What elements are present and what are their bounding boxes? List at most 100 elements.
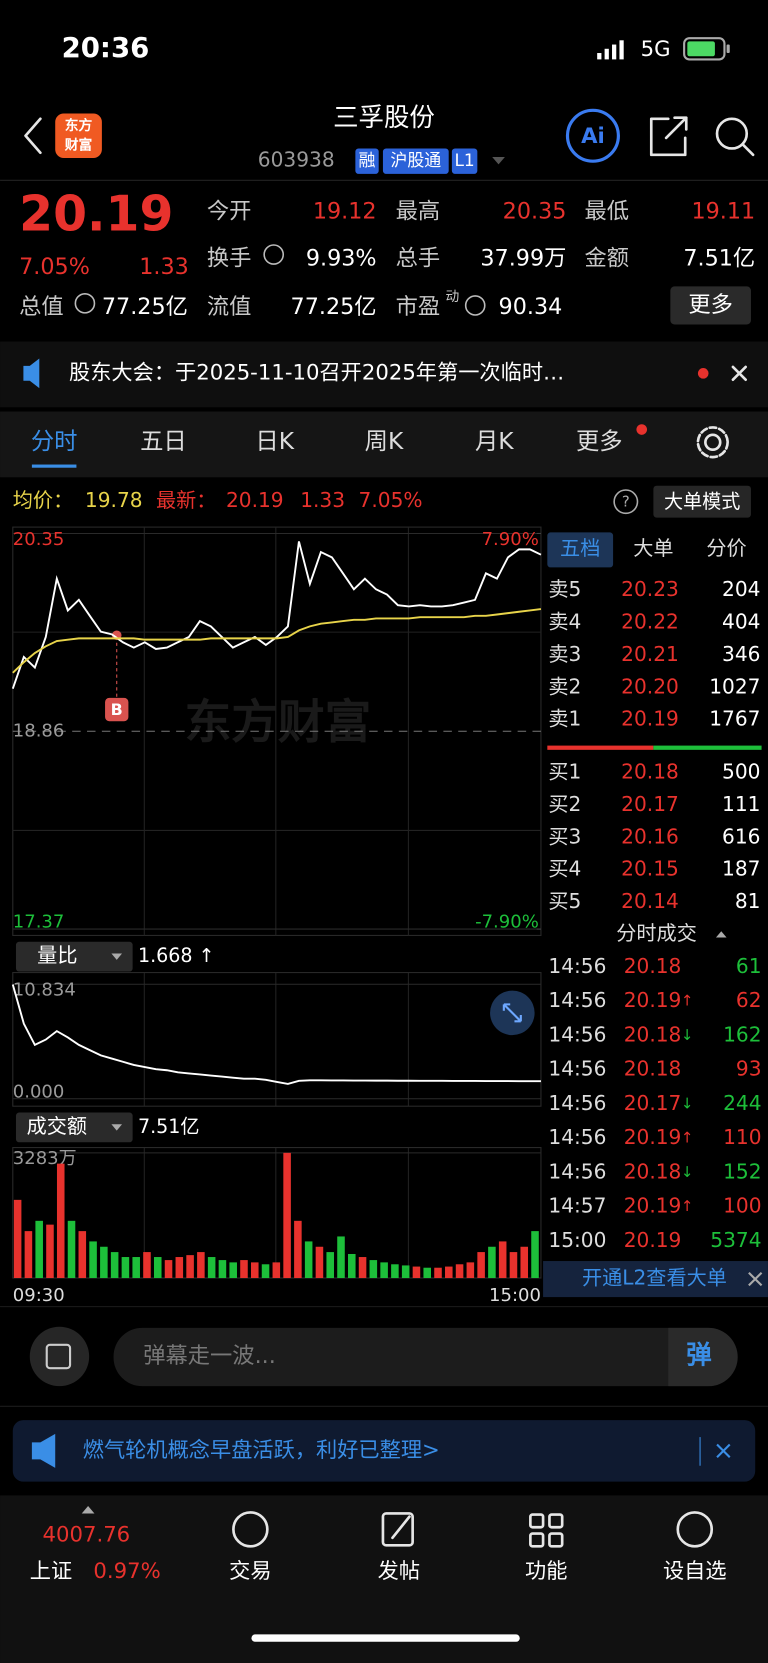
tab[interactable]: 月K <box>475 427 514 455</box>
y-tick-label: 18.86 <box>13 720 65 741</box>
book-tab[interactable]: 大单 <box>633 536 673 560</box>
volume-bar <box>132 1257 140 1279</box>
share-button[interactable] <box>649 116 688 157</box>
help-icon[interactable]: ? <box>613 489 639 515</box>
watermark: 东方财富 <box>185 696 372 750</box>
collapse-arrow <box>715 931 727 938</box>
home-indicator <box>251 1634 520 1642</box>
field-value: 19.11 <box>691 199 755 225</box>
l2-bar[interactable] <box>543 1261 768 1298</box>
trade-qty: 100 <box>723 1194 761 1218</box>
comment-button[interactable]: 弹 <box>686 1340 711 1370</box>
dropdown-arrow <box>111 953 123 960</box>
l2-link[interactable]: 开通L2查看大单 <box>582 1266 727 1290</box>
more-button[interactable]: 更多 <box>688 292 733 318</box>
mode-button[interactable]: 大单模式 <box>664 490 740 513</box>
trade-time: 14:57 <box>548 1194 606 1218</box>
expand-button[interactable] <box>490 990 535 1036</box>
book-qty: 1027 <box>709 674 760 698</box>
field-label: 市盈 <box>396 294 441 320</box>
status-time: 20:36 <box>62 31 150 64</box>
book-tab[interactable]: 分价 <box>706 536 746 560</box>
x-tick-label: 15:00 <box>489 1285 541 1306</box>
book-label: 买1 <box>548 760 581 784</box>
volume-bar <box>261 1264 270 1279</box>
index-name[interactable]: 上证 <box>30 1559 72 1584</box>
volume-bar <box>153 1257 162 1279</box>
volume-bar <box>358 1257 367 1279</box>
tab[interactable]: 周K <box>365 427 404 455</box>
change-pct: 7.05% <box>19 254 90 280</box>
tab[interactable]: 日K <box>255 427 294 455</box>
index-pct[interactable]: 0.97% <box>93 1559 160 1584</box>
tab[interactable]: 五日 <box>140 427 187 455</box>
tab[interactable]: 分时 <box>31 427 78 455</box>
book-price: 20.23 <box>621 577 679 601</box>
comment-button-bg[interactable] <box>668 1327 738 1387</box>
volume-bar <box>369 1260 378 1279</box>
close-l2[interactable] <box>748 1271 763 1287</box>
close-banner[interactable] <box>716 1443 731 1458</box>
volume-bar <box>89 1241 97 1279</box>
bid-bar <box>653 745 762 750</box>
book-label: 卖1 <box>548 707 581 731</box>
field-label: 流值 <box>207 294 252 320</box>
trade-time: 14:56 <box>548 954 606 978</box>
nav-item[interactable]: 交易 <box>229 1559 271 1584</box>
y2-tick-label: 7.90% <box>482 529 539 550</box>
volume-bar <box>121 1257 130 1279</box>
trade-time: 14:56 <box>548 1022 606 1046</box>
trade-time: 14:56 <box>548 1091 606 1115</box>
volume-bar <box>283 1152 291 1279</box>
back-button[interactable] <box>24 117 42 155</box>
comment-input[interactable] <box>113 1327 738 1387</box>
nav-item[interactable]: 功能 <box>525 1559 567 1584</box>
banner-text[interactable]: 燃气轮机概念早盘活跃，利好已整理> <box>83 1438 440 1463</box>
volume-bar <box>240 1260 248 1279</box>
volume-selector[interactable] <box>15 1112 133 1143</box>
nav-item[interactable]: 发帖 <box>378 1559 420 1584</box>
pe-mark: 动 <box>446 289 460 305</box>
trade-price: 20.17 <box>624 1091 682 1115</box>
mode-button[interactable] <box>653 485 751 518</box>
volume-bar <box>391 1264 399 1279</box>
field-label: 总值 <box>19 294 64 320</box>
ratio-selector[interactable] <box>15 941 133 972</box>
volume-bar <box>455 1264 464 1279</box>
settings-icon[interactable] <box>696 426 729 459</box>
x-tick-label: 09:30 <box>13 1285 65 1306</box>
volume-bar <box>520 1246 529 1279</box>
volume-bar <box>67 1220 76 1279</box>
nav-icons[interactable] <box>232 1511 714 1548</box>
volume-bar <box>337 1236 345 1279</box>
volume-bar <box>35 1220 43 1279</box>
banner[interactable] <box>12 1420 756 1482</box>
book-tab-active <box>547 532 614 568</box>
more-button[interactable] <box>670 286 751 325</box>
volume-bar <box>304 1241 313 1279</box>
trade-qty: 93 <box>736 1057 762 1081</box>
trade-dir: ↑ <box>681 1198 693 1215</box>
trade-price: 20.19 <box>624 1125 682 1149</box>
index-value[interactable]: 4007.76 <box>42 1523 130 1548</box>
field-value: 77.25亿 <box>291 294 377 320</box>
tab[interactable]: 更多 <box>576 427 623 455</box>
nav-item[interactable]: 设自选 <box>663 1559 727 1584</box>
ratio-title[interactable]: 量比 <box>37 943 77 967</box>
marker-label: B <box>111 700 123 719</box>
ai-button[interactable]: Ai <box>565 108 620 163</box>
volume-title[interactable]: 成交额 <box>27 1114 87 1138</box>
volume-bar <box>498 1241 507 1279</box>
close-notice[interactable] <box>731 365 747 382</box>
book-price: 20.17 <box>621 792 679 816</box>
search-button[interactable] <box>715 117 755 157</box>
logo-text: 东方 <box>65 117 93 134</box>
book-price: 20.22 <box>621 610 679 634</box>
comment-icon[interactable] <box>29 1326 90 1387</box>
trade-price: 20.19 <box>624 988 682 1012</box>
comment-placeholder[interactable]: 弹幕走一波... <box>143 1343 276 1369</box>
logo <box>55 113 102 159</box>
book-tab[interactable]: 五档 <box>560 536 600 560</box>
y-tick-label: 10.834 <box>13 980 76 1001</box>
trade-price: 20.18 <box>624 1022 682 1046</box>
